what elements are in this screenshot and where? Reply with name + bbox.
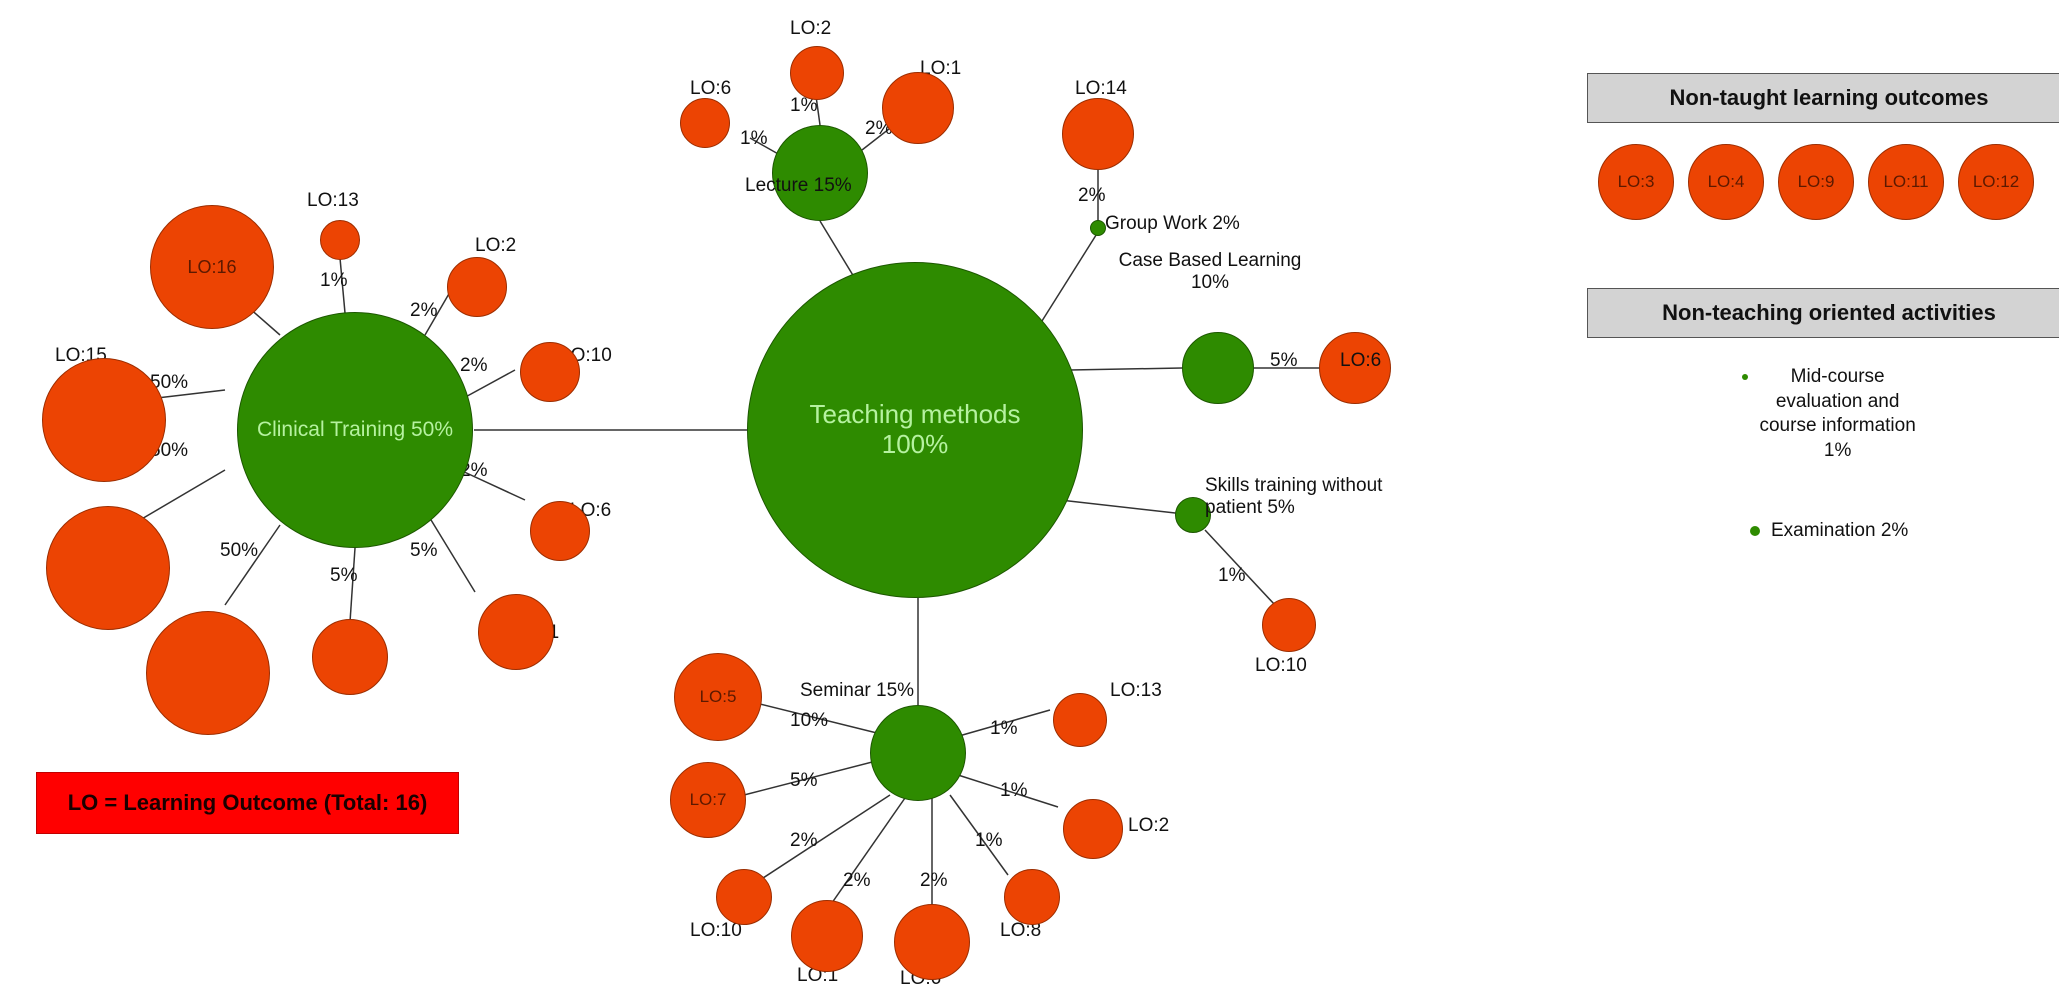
node-lo-5-ct[interactable] [146,611,270,735]
label-group-work: Group Work 2% [1105,213,1240,235]
node-lecture[interactable] [772,125,868,221]
node-lo-13[interactable] [320,220,360,260]
label-lo-6-lec: LO:6 [690,78,731,100]
non-teaching-title-box: Non-teaching oriented activities [1587,288,2059,338]
node-seminar[interactable] [870,705,966,801]
node-lo-6-cbl[interactable] [1319,332,1391,404]
edge-label: 50% [220,540,258,562]
node-teaching-methods[interactable]: Teaching methods 100% [747,262,1083,598]
edge-label: 1% [1218,565,1245,587]
edge-label: 10% [790,710,828,732]
non-taught-title-box: Non-taught learning outcomes [1587,73,2059,123]
node-lo-5-sem[interactable]: LO:5 [674,653,762,741]
node-lo-2-lec[interactable] [790,46,844,100]
label-lo-14: LO:14 [1075,78,1127,100]
edge-label: 2% [1078,185,1105,207]
label-lo-10-skills: LO:10 [1255,655,1307,677]
node-lo-8-sem[interactable] [1004,869,1060,925]
node-lo-6-sem[interactable] [894,904,970,980]
edge-label: 2% [843,870,870,892]
label-seminar: Seminar 15% [800,680,914,702]
edge-label: 5% [790,770,817,792]
label-lo-13-sem: LO:13 [1110,680,1162,702]
label-case-based-learning: Case Based Learning 10% [1085,250,1335,294]
label-lo-2-lec: LO:2 [790,18,831,40]
node-lo-1-lec[interactable] [882,72,954,144]
edge-label: 5% [330,565,357,587]
node-case-based-learning[interactable] [1182,332,1254,404]
node-lo-1-sem[interactable] [791,900,863,972]
edge-label: 2% [410,300,437,322]
edge-label: 2% [790,830,817,852]
node-lo-15-ct[interactable] [42,358,166,482]
node-lo-16[interactable]: LO:16 [150,205,274,329]
node-lo-4-nontaught[interactable]: LO:4 [1688,144,1764,220]
item-mid-course-eval: Mid-course evaluation and course informa… [1587,365,2059,464]
node-lo-6-lec[interactable] [680,98,730,148]
edge-label: 1% [320,270,347,292]
node-lo-8-ct[interactable] [312,619,388,695]
dot-icon [1750,526,1760,536]
node-lo-7-sem[interactable]: LO:7 [670,762,746,838]
node-lo-3-nontaught[interactable]: LO:3 [1598,144,1674,220]
node-lo-13-sem[interactable] [1053,693,1107,747]
node-lo-6-ct[interactable] [530,501,590,561]
node-lo-9-nontaught[interactable]: LO:9 [1778,144,1854,220]
edge-label: 5% [1270,350,1297,372]
label-skills-training: Skills training without patient 5% [1205,475,1382,519]
node-lo-10-sem[interactable] [716,869,772,925]
node-lo-2-sem[interactable] [1063,799,1123,859]
node-lo-14[interactable] [1062,98,1134,170]
node-lo-10-ct[interactable] [520,342,580,402]
edge-label: 1% [1000,780,1027,802]
label-lo-16: LO:13 [307,190,359,212]
node-lo-7-ct[interactable] [46,506,170,630]
non-taught-outcomes-row: LO:3 LO:4 LO:9 LO:11 LO:12 [1598,144,2034,220]
node-skills-training[interactable] [1175,497,1211,533]
node-lo-10-skills[interactable] [1262,598,1316,652]
label-lo-2-ct: LO:2 [475,235,516,257]
item-examination: Examination 2% [1587,519,2059,544]
edge-label: 1% [740,128,767,150]
edge-label: 1% [975,830,1002,852]
edge-label: 2% [460,355,487,377]
node-lo-2-ct[interactable] [447,257,507,317]
node-lo-1-ct[interactable] [478,594,554,670]
node-clinical-training[interactable]: Clinical Training 50% [237,312,473,548]
edge-label: 5% [410,540,437,562]
network-diagram: 50% 1% 2% 2% 2% 5% 5% 50% 50% 50% 1% 1% … [0,0,2059,1001]
dot-icon [1742,374,1748,380]
non-teaching-items: Mid-course evaluation and course informa… [1587,365,2059,549]
label-lo-2-sem: LO:2 [1128,815,1169,837]
node-lo-11-nontaught[interactable]: LO:11 [1868,144,1944,220]
node-lo-12-nontaught[interactable]: LO:12 [1958,144,2034,220]
lo-definition-banner: LO = Learning Outcome (Total: 16) [36,772,459,834]
node-group-work[interactable] [1090,220,1106,236]
edge-label: 1% [990,718,1017,740]
edge-label: 2% [920,870,947,892]
